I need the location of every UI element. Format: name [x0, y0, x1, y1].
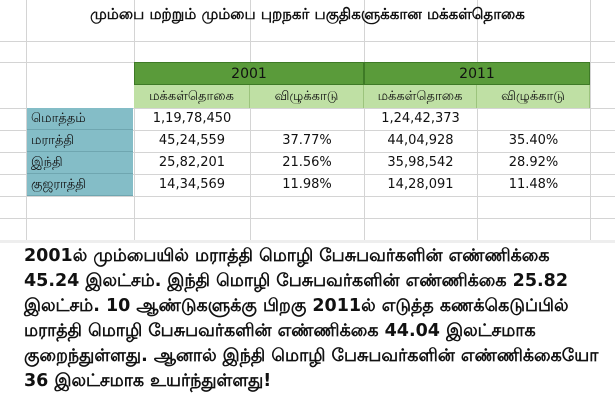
- sub-header-percent-2011[interactable]: விழுக்காடு: [477, 85, 590, 108]
- table-cell[interactable]: 11.98%: [282, 177, 332, 192]
- table-cell[interactable]: 35,98,542: [387, 155, 454, 170]
- sub-header-population-2011[interactable]: மக்கள்தொகை: [364, 85, 477, 108]
- grid-line: [26, 0, 27, 240]
- divider: [0, 240, 615, 243]
- table-cell[interactable]: 37.77%: [282, 133, 332, 148]
- sub-header-percent-2001[interactable]: விழுக்காடு: [250, 85, 364, 108]
- grid-line: [0, 196, 615, 197]
- grid-line: [0, 174, 615, 175]
- row-label-gujarati[interactable]: குஜராத்தி: [27, 174, 133, 196]
- table-cell[interactable]: 35.40%: [508, 133, 559, 148]
- sheet-title: மும்பை மற்றும் மும்பை புறநகர் பகுதிகளுக்…: [90, 5, 525, 23]
- grid-line: [0, 218, 615, 219]
- grid-line: [364, 0, 365, 240]
- table-cell[interactable]: 44,04,928: [387, 133, 454, 148]
- grid-line: [477, 0, 478, 240]
- table-cell[interactable]: 1,19,78,450: [152, 111, 232, 126]
- table-cell[interactable]: [477, 108, 590, 130]
- grid-line: [134, 0, 135, 240]
- row-label-marathi[interactable]: மராத்தி: [27, 130, 133, 152]
- grid-line: [250, 0, 251, 240]
- table-cell[interactable]: 21.56%: [282, 155, 332, 170]
- spreadsheet-area: மும்பை மற்றும் மும்பை புறநகர் பகுதிகளுக்…: [0, 0, 615, 240]
- table-cell[interactable]: 25,82,201: [158, 155, 226, 170]
- year-header-2011[interactable]: 2011: [364, 62, 590, 85]
- row-label-total[interactable]: மொத்தம்: [27, 108, 133, 130]
- summary-paragraph: 2001ல் மும்பையில் மராத்தி மொழி பேசுபவர்க…: [24, 246, 599, 391]
- table-cell[interactable]: [250, 108, 364, 130]
- sub-header-population-2001[interactable]: மக்கள்தொகை: [134, 85, 250, 108]
- table-cell[interactable]: 14,28,091: [387, 177, 454, 192]
- grid-line: [0, 130, 615, 131]
- table-cell[interactable]: 11.48%: [508, 177, 559, 192]
- table-cell[interactable]: 1,24,42,373: [381, 111, 460, 126]
- table-cell[interactable]: 28.92%: [508, 155, 559, 170]
- grid-line: [0, 41, 615, 42]
- grid-line: [0, 152, 615, 153]
- grid-line: [0, 108, 615, 109]
- year-header-2001[interactable]: 2001: [134, 62, 364, 85]
- table-cell[interactable]: 45,24,559: [158, 133, 226, 148]
- table-cell[interactable]: 14,34,569: [158, 177, 226, 192]
- row-label-hindi[interactable]: இந்தி: [27, 152, 133, 174]
- grid-line: [590, 0, 591, 240]
